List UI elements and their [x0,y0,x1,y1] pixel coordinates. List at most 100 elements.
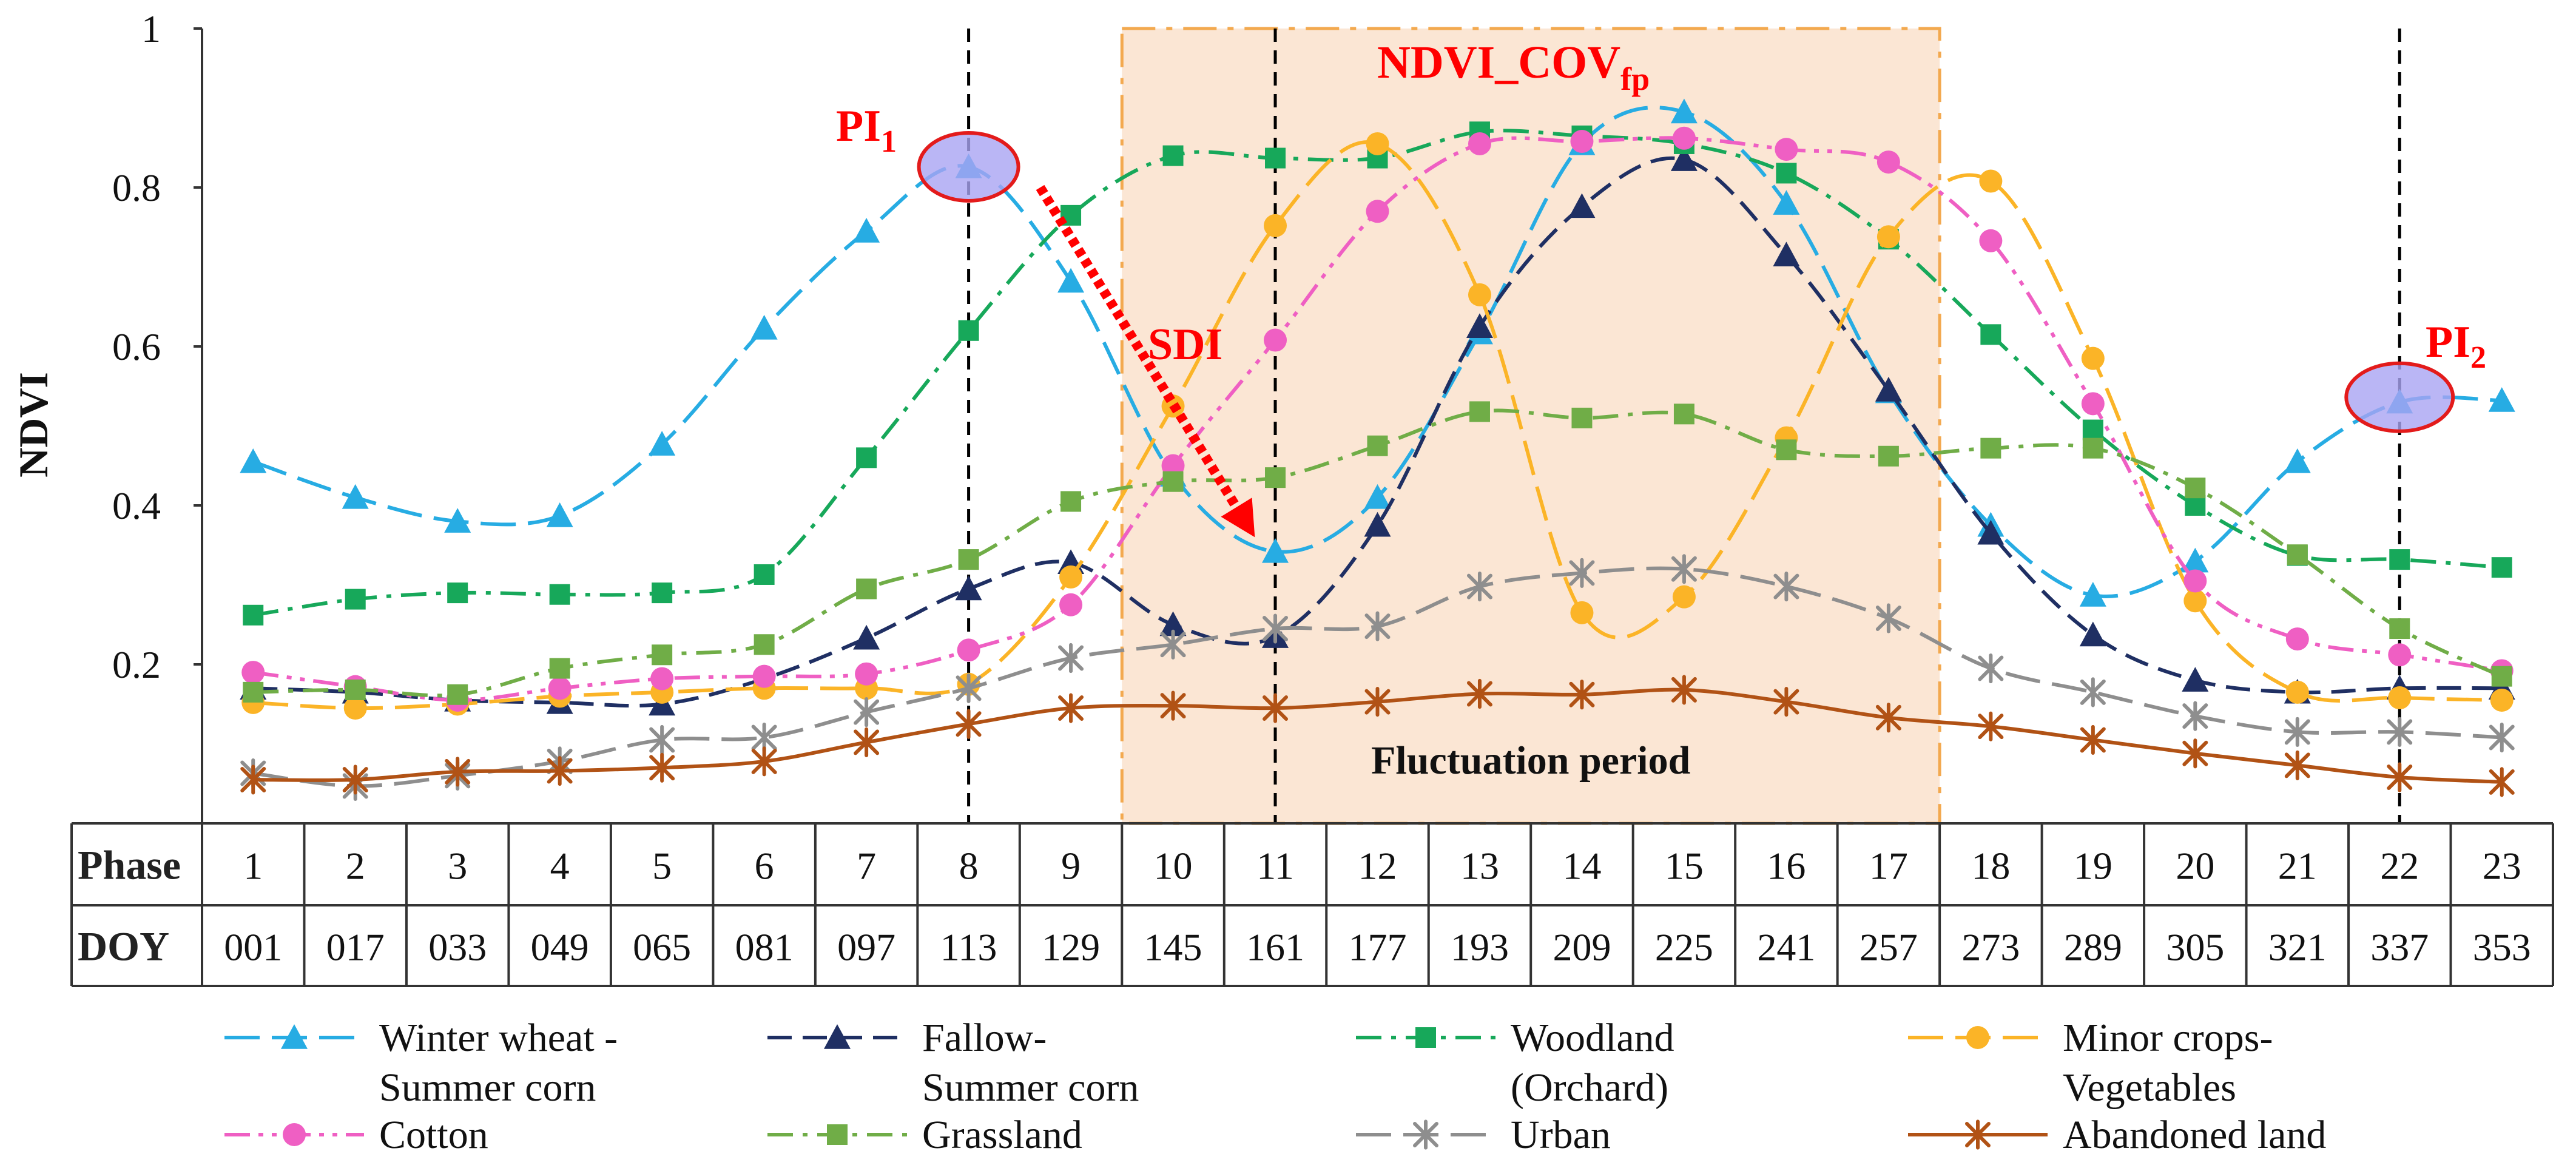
table-cell: 10 [1154,845,1193,888]
data-point [1570,601,1594,624]
data-point [1979,229,2003,252]
data-point [958,549,979,570]
data-point [1571,407,1593,428]
y-tick-label: 0.6 [112,325,161,368]
legend-item-minor-crops-vegetables: Minor crops- Vegetables [1908,1016,2273,1110]
data-point [1364,511,1391,537]
data-point [1875,603,1901,633]
data-point [2183,569,2207,593]
table-cell: 17 [1869,845,1908,888]
data-point [1570,130,1594,154]
data-point [856,447,877,468]
data-point [2185,495,2206,516]
data-point [2489,767,2515,797]
data-point [345,589,366,610]
table-cell: 6 [755,845,774,888]
data-point [342,484,369,509]
data-point [1364,484,1391,509]
legend-swatch-marker [824,1024,851,1049]
fluctuation-period-group: Fluctuation period [1120,27,1941,825]
legend-label: Summer corn [379,1065,596,1110]
data-point [1876,150,1900,174]
data-point [1773,190,1800,215]
table-cell: 1 [243,845,263,888]
data-point [2182,547,2209,573]
data-point [2082,419,2103,441]
data-point [1264,328,1287,352]
sdi-arrow-head [1221,498,1255,538]
data-point [1980,324,2001,345]
series-line [253,687,2502,784]
pi1-label: PI1 [836,101,897,159]
data-point [243,604,264,626]
table-cell: 177 [1349,926,1407,969]
data-point [1670,98,1698,124]
legend-label: Summer corn [922,1065,1139,1110]
data-point [2490,688,2514,712]
table-cell: 321 [2268,926,2327,969]
data-point [1367,435,1388,456]
series-group [240,98,2515,802]
data-point [853,218,880,243]
data-point [1468,132,1491,155]
data-point [1466,572,1492,602]
data-point [1160,690,1186,721]
data-point [1671,675,1697,705]
data-point [548,677,572,700]
series-minor-crops-vegetables [241,132,2514,720]
data-point [2491,557,2512,578]
data-point [240,765,266,795]
y-tick-label: 0.4 [112,484,161,527]
legend-swatch-marker [1413,1119,1438,1150]
table-cell: 14 [1562,845,1601,888]
data-point [2182,738,2208,769]
legend-swatch-marker [283,1123,306,1146]
table-cell: 065 [633,926,691,969]
data-point [1672,126,1696,150]
table-cell: 113 [940,926,997,969]
table-cell: 081 [735,926,794,969]
data-point [649,752,675,783]
legend-item-urban: Urban [1356,1113,1611,1157]
legend-item-winter-wheat-summer-corn: Winter wheat - Summer corn [224,1016,618,1110]
table-cell: 097 [837,926,895,969]
table-cell: 18 [1971,845,2010,888]
data-point [343,697,367,720]
table-cell: 13 [1460,845,1499,888]
data-point [2284,448,2311,473]
data-point [2285,627,2309,651]
data-point [445,757,471,787]
data-point [1776,163,1797,184]
data-point [652,582,673,604]
table-cell: 3 [448,845,467,888]
table-cell: 353 [2473,926,2531,969]
table-cell: 21 [2278,845,2317,888]
table-cell: 5 [652,845,672,888]
data-point [1264,214,1287,237]
table-cell: 15 [1665,845,1704,888]
data-point [2389,618,2410,640]
data-point [1672,585,1696,609]
data-point [1979,169,2003,193]
data-point [547,755,573,786]
data-point [241,661,265,684]
data-point [2387,762,2413,792]
data-point [649,431,676,456]
data-point [1059,565,1083,589]
data-point [956,673,982,703]
pi2-subscript: 2 [2470,340,2486,375]
data-point [1773,241,1800,267]
legend-swatch-marker [281,1024,308,1049]
table-cell: 7 [857,845,876,888]
data-point [650,667,674,690]
data-point [958,320,979,341]
table-cell: 16 [1767,845,1806,888]
data-point [1469,401,1490,422]
fluctuation-period-box [1120,27,1941,825]
data-point [1773,686,1799,717]
series-grassland [243,401,2512,705]
data-point [652,644,673,666]
table-cell: 22 [2380,845,2419,888]
data-point [1980,437,2001,459]
pi1-text: PI [836,101,881,151]
